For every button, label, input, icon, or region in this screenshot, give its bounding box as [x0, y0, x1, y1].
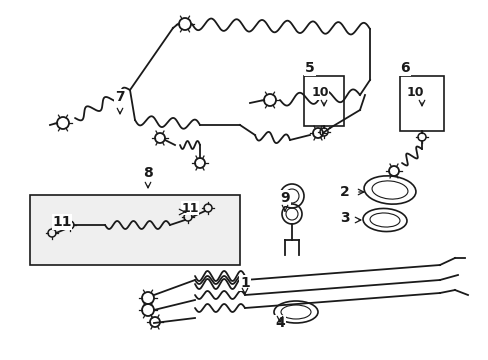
Text: 6: 6 — [399, 61, 409, 75]
Text: 2: 2 — [340, 185, 349, 199]
Text: 11: 11 — [52, 215, 72, 229]
Text: 9: 9 — [280, 191, 289, 205]
Bar — [30, 195, 240, 265]
Ellipse shape — [273, 301, 317, 323]
Text: 5: 5 — [305, 61, 314, 75]
Ellipse shape — [364, 176, 415, 204]
Text: 10: 10 — [406, 86, 423, 99]
Text: 7: 7 — [115, 90, 124, 104]
Bar — [399, 76, 443, 131]
Text: 4: 4 — [275, 316, 285, 330]
Ellipse shape — [281, 305, 310, 319]
Bar — [304, 76, 343, 126]
Ellipse shape — [371, 181, 407, 199]
Ellipse shape — [369, 213, 399, 227]
Text: 11: 11 — [181, 202, 198, 215]
Text: 10: 10 — [311, 86, 328, 99]
Text: 8: 8 — [143, 166, 153, 180]
Ellipse shape — [362, 208, 406, 231]
Text: 1: 1 — [240, 276, 249, 290]
Text: 3: 3 — [340, 211, 349, 225]
